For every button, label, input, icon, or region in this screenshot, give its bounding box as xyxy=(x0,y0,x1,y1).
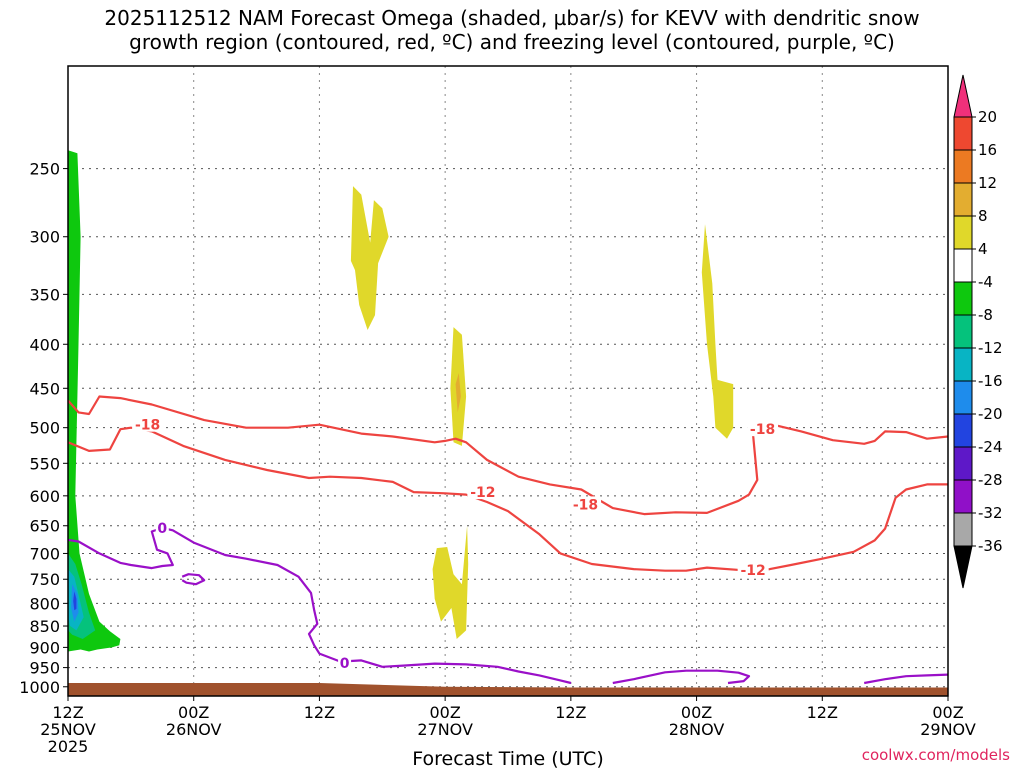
x-tick-label: 2025 xyxy=(48,737,89,756)
omega-shaded-region xyxy=(432,525,469,639)
colorbar-swatch xyxy=(953,215,973,250)
x-tick-label: 00Z xyxy=(932,703,963,722)
y-tick-label: 600 xyxy=(29,487,60,506)
contour-label: -18 xyxy=(750,422,775,438)
freezing-level-contour-line xyxy=(864,673,948,685)
chart-title: 2025112512 NAM Forecast Omega (shaded, µ… xyxy=(104,6,920,54)
x-tick-label: 28NOV xyxy=(669,720,725,739)
omega-shaded-region xyxy=(73,591,77,611)
colorbar-swatch xyxy=(953,248,973,283)
colorbar-tick-label: -36 xyxy=(978,537,1003,555)
contour-label: 0 xyxy=(157,521,167,537)
contour-label-bg xyxy=(570,496,602,512)
x-tick-label: 12Z xyxy=(52,703,83,722)
source-credit: coolwx.com/models xyxy=(861,746,1010,764)
colorbar-tick-label: 8 xyxy=(978,207,988,225)
colorbar-tick-label: 20 xyxy=(978,108,997,126)
contour-label: -18 xyxy=(135,418,160,434)
colorbar-tick-label: -32 xyxy=(978,504,1003,522)
dendritic-contour-line xyxy=(68,426,948,572)
y-tick-label: 550 xyxy=(29,454,60,473)
contour-label-bg xyxy=(338,654,352,670)
plot-frame xyxy=(67,65,949,697)
y-tick-label: 250 xyxy=(29,160,60,179)
y-tick-label: 750 xyxy=(29,570,60,589)
colorbar-tick-label: -12 xyxy=(978,339,1003,357)
colorbar-swatch xyxy=(953,479,973,514)
y-tick-label: 950 xyxy=(29,659,60,678)
y-tick-label: 800 xyxy=(29,594,60,613)
x-tick-label: 12Z xyxy=(807,703,838,722)
contour-label-bg xyxy=(747,421,779,437)
y-tick-label: 300 xyxy=(29,228,60,247)
colorbar-swatch xyxy=(953,116,973,151)
x-tick-label: 25NOV xyxy=(40,720,96,739)
colorbar-tick-label: 12 xyxy=(978,174,997,192)
y-tick-label: 400 xyxy=(29,335,60,354)
colorbar-tick-label: 4 xyxy=(978,240,988,258)
colorbar-bottom-arrow xyxy=(953,545,973,589)
colorbar-tick-label: -4 xyxy=(978,273,993,291)
y-tick-label: 350 xyxy=(29,285,60,304)
colorbar-top-arrow xyxy=(953,74,973,118)
x-tick-label: 00Z xyxy=(429,703,460,722)
freezing-level-contour-line xyxy=(612,669,751,685)
omega-shaded-region xyxy=(455,373,461,413)
y-tick-label: 1000 xyxy=(19,678,60,697)
y-tick-label: 850 xyxy=(29,617,60,636)
colorbar-swatch xyxy=(953,413,973,448)
y-tick-label: 450 xyxy=(29,379,60,398)
freezing-level-contour-line xyxy=(68,526,572,685)
contour-label-bg xyxy=(155,520,169,536)
x-axis-label: Forecast Time (UTC) xyxy=(412,748,603,768)
contour-label-bg xyxy=(132,416,164,432)
contour-label: -12 xyxy=(470,485,495,501)
colorbar-swatch xyxy=(953,281,973,316)
ground-surface xyxy=(68,683,948,696)
colorbar-swatch xyxy=(953,512,973,547)
colorbar-swatch xyxy=(953,314,973,349)
dendritic-contour-line xyxy=(68,395,948,516)
colorbar-tick-label: -16 xyxy=(978,372,1003,390)
colorbar-swatch xyxy=(953,149,973,184)
contour-label-bg xyxy=(737,562,769,578)
y-tick-label: 500 xyxy=(29,419,60,438)
x-tick-label: 26NOV xyxy=(166,720,222,739)
x-tick-label: 29NOV xyxy=(920,720,976,739)
contour-label: 0 xyxy=(340,656,350,672)
colorbar-tick-label: 16 xyxy=(978,141,997,159)
omega-shaded-region xyxy=(701,224,734,439)
x-tick-label: 00Z xyxy=(178,703,209,722)
colorbar-swatch xyxy=(953,380,973,415)
x-tick-label: 12Z xyxy=(555,703,586,722)
colorbar-swatch xyxy=(953,446,973,481)
plot-content: -18 -12 -18 -12 -18 0 0 xyxy=(68,150,948,696)
colorbar-swatch xyxy=(953,347,973,382)
freezing-level-contour-line xyxy=(181,573,206,586)
contour-label: -18 xyxy=(573,497,598,513)
colorbar-swatch xyxy=(953,182,973,217)
x-tick-label: 00Z xyxy=(681,703,712,722)
y-tick-label: 900 xyxy=(29,638,60,657)
contour-label: -12 xyxy=(740,563,765,579)
y-tick-label: 700 xyxy=(29,544,60,563)
colorbar-tick-label: -8 xyxy=(978,306,993,324)
contour-label-bg xyxy=(467,484,499,500)
omega-shaded-region xyxy=(350,186,389,330)
colorbar-tick-label: -20 xyxy=(978,405,1003,423)
y-tick-label: 650 xyxy=(29,517,60,536)
x-tick-label: 12Z xyxy=(304,703,335,722)
colorbar-tick-label: -24 xyxy=(978,438,1003,456)
x-tick-label: 27NOV xyxy=(417,720,473,739)
colorbar-tick-label: -28 xyxy=(978,471,1003,489)
